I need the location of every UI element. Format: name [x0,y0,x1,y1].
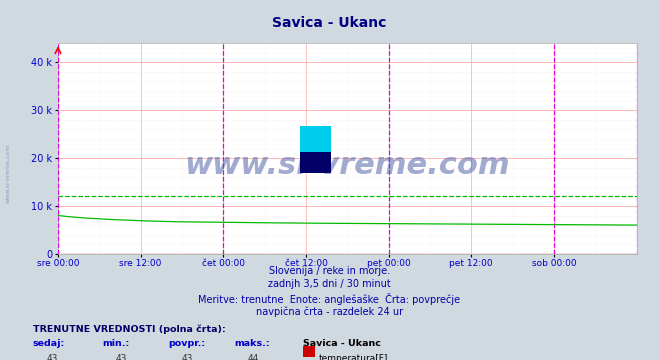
Text: zadnjh 3,5 dni / 30 minut: zadnjh 3,5 dni / 30 minut [268,279,391,289]
Text: sedaj:: sedaj: [33,339,65,348]
Text: www.si-vreme.com: www.si-vreme.com [185,151,510,180]
Text: min.:: min.: [102,339,129,348]
Text: Savica - Ukanc: Savica - Ukanc [272,16,387,30]
Polygon shape [300,126,331,152]
Text: navpična črta - razdelek 24 ur: navpična črta - razdelek 24 ur [256,307,403,317]
Text: 43: 43 [181,354,192,360]
Text: maks.:: maks.: [234,339,270,348]
Text: Savica - Ukanc: Savica - Ukanc [303,339,381,348]
Polygon shape [300,126,331,152]
Text: TRENUTNE VREDNOSTI (polna črta):: TRENUTNE VREDNOSTI (polna črta): [33,324,225,333]
Polygon shape [300,152,331,173]
Text: 43: 43 [115,354,127,360]
Text: povpr.:: povpr.: [168,339,205,348]
Text: temperatura[F]: temperatura[F] [318,354,387,360]
Text: 43: 43 [46,354,57,360]
Text: Meritve: trenutne  Enote: anglešaške  Črta: povprečje: Meritve: trenutne Enote: anglešaške Črta… [198,293,461,305]
Text: 44: 44 [247,354,258,360]
Text: Slovenija / reke in morje.: Slovenija / reke in morje. [269,266,390,276]
Text: www.si-vreme.com: www.si-vreme.com [5,143,11,203]
